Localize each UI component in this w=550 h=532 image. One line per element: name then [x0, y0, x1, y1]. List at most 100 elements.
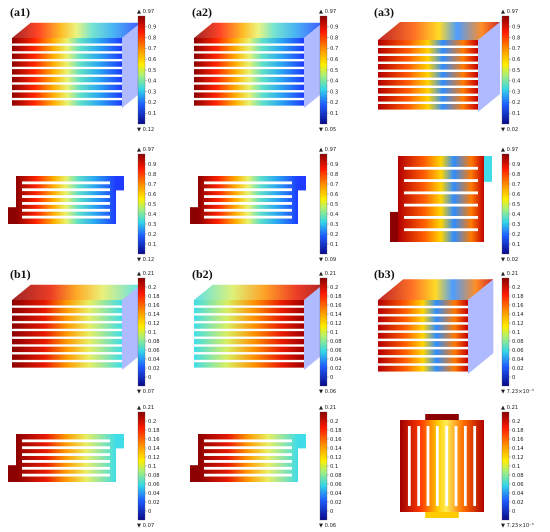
colorbar-tick-label: 0.5: [512, 68, 520, 74]
colorbar-tick-label: 0.1: [512, 330, 520, 336]
panel-label: (a1): [10, 5, 30, 19]
plate: [378, 48, 478, 54]
colorbar-tick-label: 0.06: [148, 348, 160, 354]
plate: [12, 45, 122, 52]
outlet-port: [298, 434, 306, 449]
colorbar-tick-label: 0.2: [330, 232, 338, 238]
colorbar-tick-label: 0.3: [512, 222, 520, 228]
colorbar: ▲ 0.21 ▼ 7.23×10⁻⁵ 0.2 0.18 0.16 0.14 0.12 0.1 0…: [501, 405, 534, 529]
panel-a3: (a3) ▲ 0.97 ▼ 0.02 0.9 0.8 0.7 0.6 0.5 0.4 0.3 0.2…: [374, 5, 521, 133]
colorbar-tick-label: 0.14: [330, 446, 342, 452]
colorbar-tick-label: 0.18: [512, 294, 524, 300]
manifold: [398, 156, 484, 242]
plate: [378, 300, 468, 306]
colorbar-tick-label: 0.8: [512, 35, 520, 41]
channel-slot: [407, 426, 411, 506]
plate: [194, 84, 304, 91]
channel-slot: [404, 166, 478, 170]
plate: [12, 300, 122, 306]
plate: [378, 56, 478, 62]
panel-a1t: ▲ 0.97 ▼ 0.12 0.9 0.8 0.7 0.6 0.5 0.4 0.3 0.2 0.1: [8, 147, 157, 263]
colorbar-tick-label: 0.6: [330, 192, 338, 198]
colorbar-tick-label: 0.08: [148, 339, 160, 345]
panel-label: (b3): [374, 267, 395, 281]
colorbar-gradient: [319, 411, 328, 521]
channel-slot: [22, 215, 110, 219]
outlet-port: [484, 156, 492, 182]
panel-a1: (a1) ▲ 0.97 ▼ 0.12 0.9 0.8 0.7 0.6 0.5 0.4 0.3 0.2…: [10, 5, 157, 133]
channel-slot: [404, 203, 478, 207]
panel-label: (a3): [374, 5, 394, 19]
plate: [194, 307, 304, 314]
channel-slot: [204, 195, 292, 198]
colorbar-tick-label: 0.6: [330, 57, 338, 63]
side-face: [478, 22, 500, 112]
plate: [12, 307, 122, 314]
colorbar: ▲ 0.97 ▼ 0.12 0.9 0.8 0.7 0.6 0.5 0.4 0.3 0.2 0.1: [137, 147, 157, 263]
panel-label: (a2): [192, 5, 212, 19]
plate: [12, 92, 122, 99]
colorbar-min: ▼ 0.07: [137, 389, 154, 395]
colorbar-gradient: [137, 277, 146, 387]
plate: [12, 38, 122, 44]
colorbar: ▲ 0.97 ▼ 0.05 0.9 0.8 0.7 0.6 0.5 0.4 0.3 0.2 0.1: [319, 9, 339, 133]
channel-slot: [204, 188, 292, 192]
channel-slot: [204, 466, 292, 470]
colorbar-tick-label: 0.06: [512, 482, 524, 488]
colorbar-tick-label: 0.8: [148, 35, 156, 41]
plate: [12, 84, 122, 91]
colorbar-tick-label: 0.02: [512, 500, 524, 506]
side-face: [122, 284, 141, 370]
colorbar-min: ▼ 0.09: [319, 257, 336, 263]
colorbar-tick-label: 0.1: [512, 111, 520, 117]
inlet-port: [8, 207, 16, 224]
plate: [12, 338, 122, 345]
plate: [378, 365, 468, 372]
colorbar-tick-label: 0.08: [512, 339, 524, 345]
plate: [378, 40, 478, 46]
colorbar-tick-label: 0.9: [512, 162, 520, 168]
inlet-port: [425, 414, 459, 420]
plate: [194, 346, 304, 353]
colorbar-max: ▲ 0.97: [319, 147, 336, 153]
side-face: [304, 22, 323, 109]
colorbar-min: ▼ 0.12: [137, 127, 154, 133]
heat-exchanger-plan: [8, 434, 124, 482]
channel-slot: [204, 215, 292, 219]
colorbar-tick-label: 0.9: [330, 162, 338, 168]
colorbar-max: ▲ 0.21: [501, 271, 518, 277]
plate: [194, 362, 304, 368]
colorbar-tick-label: 0.06: [330, 348, 342, 354]
colorbar-tick-label: 0.12: [512, 455, 524, 461]
inlet-port: [390, 211, 398, 242]
colorbar-tick-label: 0.8: [148, 172, 156, 178]
plate: [194, 100, 304, 106]
panel-b2: (b2) ▲ 0.21 ▼ 0.06 0.2 0.18 0.16 0.14 0.12 0.1 0.…: [192, 267, 342, 395]
colorbar-tick-label: 0.12: [148, 455, 160, 461]
outlet-port: [425, 512, 459, 518]
outlet-port: [298, 176, 306, 191]
colorbar-tick-label: 0.04: [512, 491, 524, 497]
plate: [12, 315, 122, 322]
panel-b1t: ▲ 0.21 ▼ 0.07 0.2 0.18 0.16 0.14 0.12 0.1 0.08 0.…: [8, 405, 160, 529]
colorbar-tick-label: 0.7: [148, 182, 156, 188]
channel-slot: [204, 446, 292, 450]
channel-slot: [417, 426, 421, 506]
channel-slot: [473, 426, 477, 506]
colorbar-tick-label: 0.1: [330, 111, 338, 117]
colorbar-tick-label: 0.1: [330, 242, 338, 248]
colorbar-tick-label: 0.18: [512, 428, 524, 434]
colorbar-tick-label: 0.8: [330, 172, 338, 178]
channel-slot: [404, 216, 478, 219]
plate: [194, 53, 304, 60]
colorbar-tick-label: 0.16: [148, 303, 160, 309]
colorbar-tick-label: 0.9: [512, 25, 520, 31]
channel-slot: [22, 453, 110, 456]
colorbar-tick-label: 0.18: [330, 428, 342, 434]
colorbar-tick-label: 0.2: [330, 100, 338, 106]
side-face: [468, 279, 494, 374]
channel-slot: [22, 460, 110, 463]
colorbar: ▲ 0.97 ▼ 0.02 0.9 0.8 0.7 0.6 0.5 0.4 0.3 0.2 0.1: [501, 147, 521, 263]
heat-exchanger-plan: [390, 156, 492, 242]
